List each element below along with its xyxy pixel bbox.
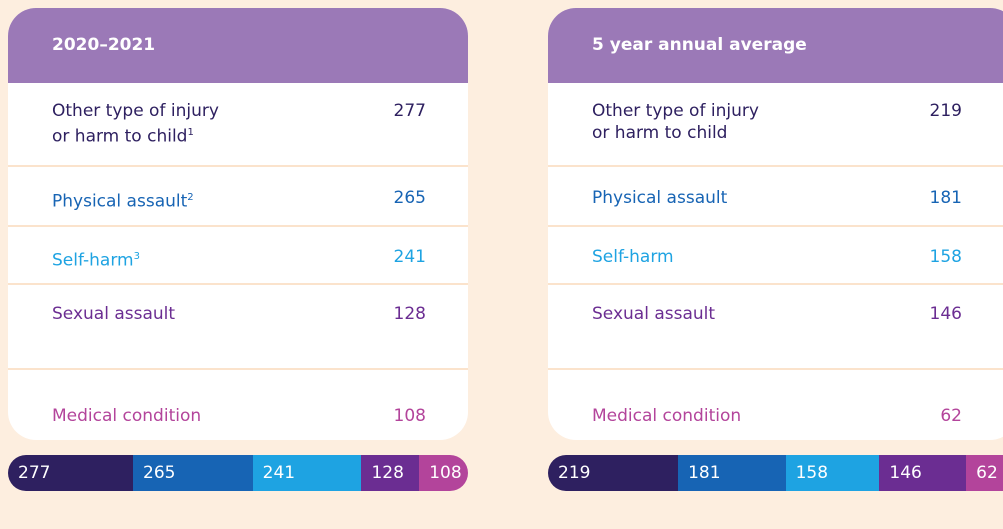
stacked-bar: 277 265 241 128 108 [8,455,468,491]
footnote-ref: 3 [133,251,140,262]
stacked-bar: 219 181 158 146 62 [548,455,1003,491]
row-label: Other type of injury or harm to child [592,100,759,144]
row-label: Physical assault2 [52,187,194,213]
row-value: 277 [393,101,426,121]
bar-segment: 158 [785,455,880,491]
table-row: Other type of injury or harm to child1 27… [8,83,468,165]
row-value: 241 [393,247,426,267]
table-row: Medical condition 108 [8,368,468,440]
card: 2020–2021 Other type of injury or harm to… [8,8,468,440]
bar-segment: 241 [252,455,362,491]
table-row: Self-harm 158 [548,225,1003,285]
table-row: Physical assault 181 [548,165,1003,227]
row-value: 219 [929,101,962,121]
row-label: Sexual assault [52,303,175,325]
table-row: Sexual assault 146 [548,283,1003,370]
label-text: Self-harm [592,247,674,267]
row-value: 62 [940,406,962,426]
label-text: Other type of injury or harm to child [52,101,219,147]
row-value: 146 [929,304,962,324]
row-value: 181 [929,188,962,208]
label-text: Medical condition [592,406,742,426]
bar-segment: 128 [361,455,420,491]
bar-segment: 277 [8,455,134,491]
label-text: Physical assault [52,191,188,212]
label-text: Sexual assault [592,304,716,324]
footnote-ref: 1 [187,127,194,138]
label-text: Sexual assault [52,304,176,324]
row-label: Medical condition [52,405,201,427]
row-value: 265 [393,188,426,208]
table-row: Medical condition 62 [548,368,1003,440]
bar-segment: 219 [548,455,679,491]
row-label: Sexual assault [592,303,715,325]
table-row: Physical assault2 265 [8,165,468,227]
row-value: 108 [393,406,426,426]
footnote-ref: 2 [187,192,194,203]
label-text: Self-harm [52,250,134,271]
label-text: Medical condition [52,406,202,426]
row-label: Medical condition [592,405,741,427]
row-label: Physical assault [592,187,727,209]
bar-segment: 181 [678,455,786,491]
row-label: Self-harm [592,246,674,268]
card-header: 5 year annual average [548,8,1003,83]
label-text: Other type of injury or harm to child [592,101,759,143]
table-row: Self-harm3 241 [8,225,468,285]
bar-segment: 265 [133,455,253,491]
table-row: Sexual assault 128 [8,283,468,370]
label-text: Physical assault [592,188,728,208]
row-label: Other type of injury or harm to child1 [52,100,219,148]
bar-segment: 108 [419,455,468,491]
row-value: 158 [929,247,962,267]
card-header: 2020–2021 [8,8,468,83]
bar-segment: 146 [879,455,967,491]
row-label: Self-harm3 [52,246,140,272]
table-row: Other type of injury or harm to child 219 [548,83,1003,165]
bar-segment: 62 [966,455,1003,491]
row-value: 128 [393,304,426,324]
card: 5 year annual average Other type of injur… [548,8,1003,440]
